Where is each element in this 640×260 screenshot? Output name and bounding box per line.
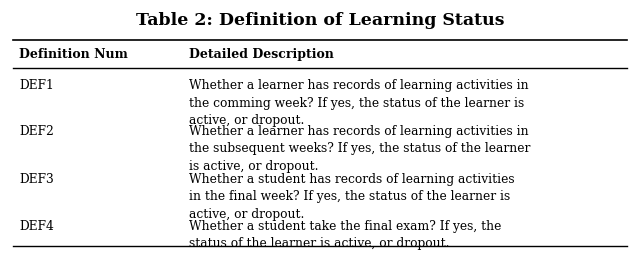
Text: DEF4: DEF4	[19, 220, 54, 233]
Text: Whether a learner has records of learning activities in
the comming week? If yes: Whether a learner has records of learnin…	[189, 79, 529, 127]
Text: Whether a student has records of learning activities
in the final week? If yes, : Whether a student has records of learnin…	[189, 173, 515, 221]
Text: Whether a student take the final exam? If yes, the
status of the learner is acti: Whether a student take the final exam? I…	[189, 220, 501, 250]
Text: Definition Num: Definition Num	[19, 48, 128, 61]
Text: Table 2: Definition of Learning Status: Table 2: Definition of Learning Status	[136, 12, 504, 29]
Text: DEF1: DEF1	[19, 79, 54, 92]
Text: Whether a learner has records of learning activities in
the subsequent weeks? If: Whether a learner has records of learnin…	[189, 125, 530, 173]
Text: DEF2: DEF2	[19, 125, 54, 138]
Text: Detailed Description: Detailed Description	[189, 48, 333, 61]
Text: DEF3: DEF3	[19, 173, 54, 186]
